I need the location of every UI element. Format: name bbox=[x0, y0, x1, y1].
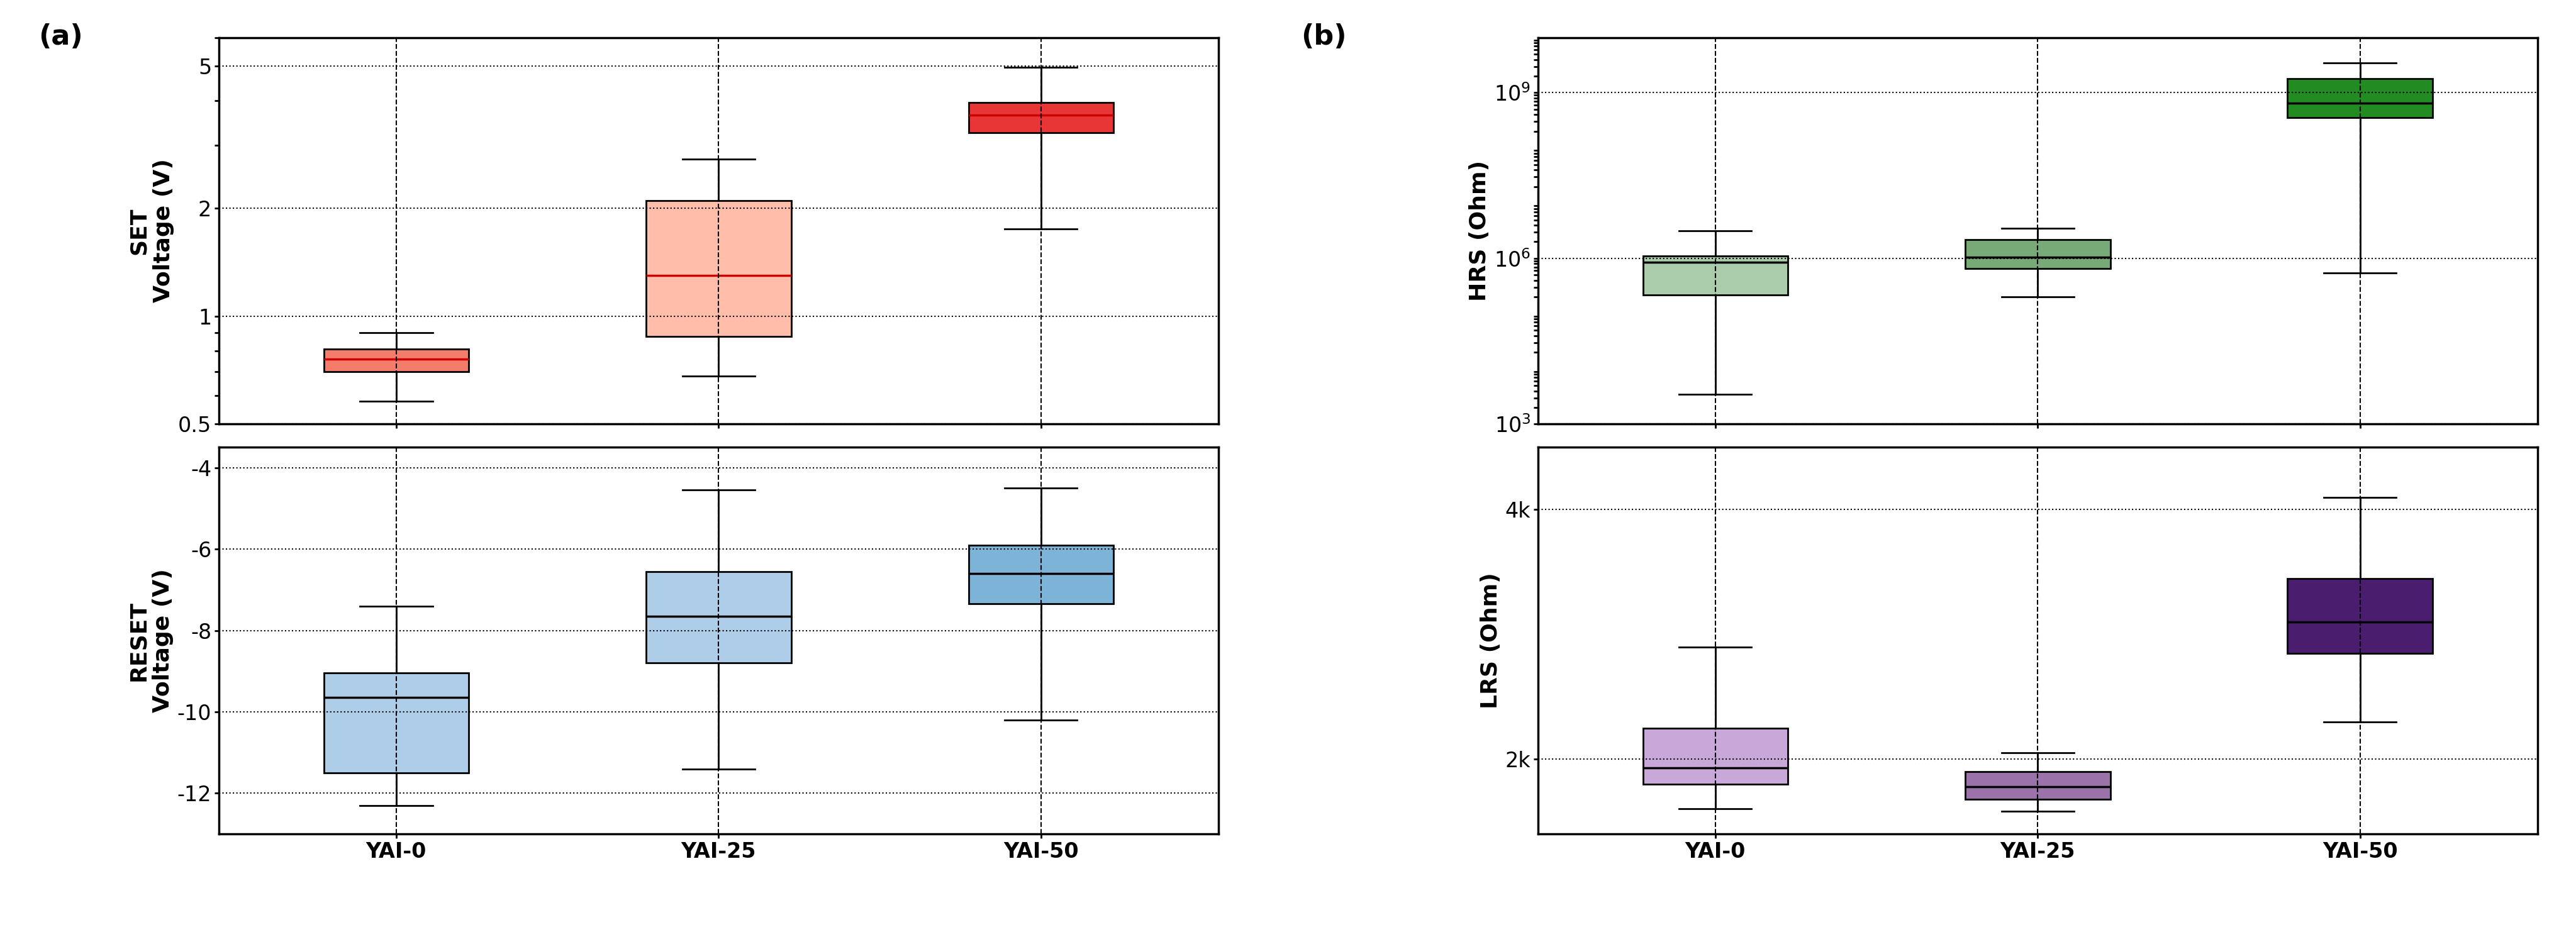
Y-axis label: HRS (Ohm): HRS (Ohm) bbox=[1468, 160, 1492, 302]
PathPatch shape bbox=[647, 572, 791, 663]
PathPatch shape bbox=[969, 102, 1113, 133]
PathPatch shape bbox=[1643, 728, 1788, 784]
PathPatch shape bbox=[647, 201, 791, 336]
Y-axis label: RESET
Voltage (V): RESET Voltage (V) bbox=[126, 569, 173, 712]
PathPatch shape bbox=[325, 673, 469, 773]
PathPatch shape bbox=[969, 545, 1113, 604]
PathPatch shape bbox=[2287, 79, 2432, 118]
Y-axis label: SET
Voltage (V): SET Voltage (V) bbox=[129, 159, 175, 303]
Text: (b): (b) bbox=[1301, 23, 1347, 51]
PathPatch shape bbox=[1965, 771, 2110, 799]
PathPatch shape bbox=[2287, 578, 2432, 653]
Text: (a): (a) bbox=[39, 23, 82, 51]
PathPatch shape bbox=[325, 350, 469, 372]
PathPatch shape bbox=[1965, 240, 2110, 269]
PathPatch shape bbox=[1643, 256, 1788, 295]
Y-axis label: LRS (Ohm): LRS (Ohm) bbox=[1481, 573, 1502, 708]
